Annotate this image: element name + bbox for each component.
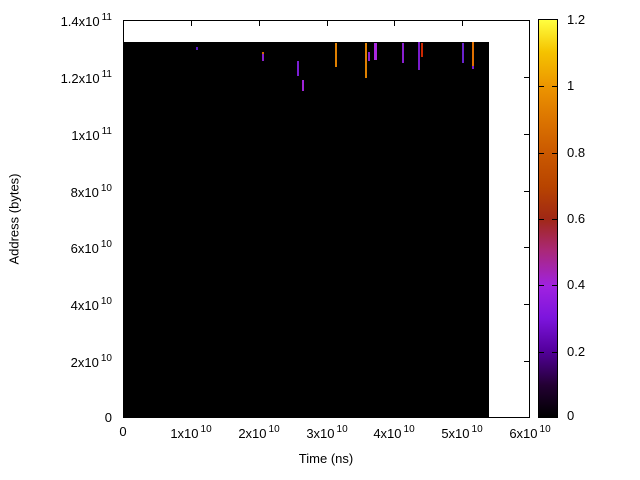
exponent: 10: [100, 239, 112, 250]
y-tick-label: 6x10 10: [70, 239, 112, 256]
y-axis-title: Address (bytes): [6, 173, 22, 265]
event-streak: [421, 43, 423, 57]
event-streak: [302, 80, 304, 91]
x-tick-label: 4x10 10: [373, 424, 415, 441]
exponent: 10: [403, 424, 415, 435]
y-tick-label: 1.4x10 11: [60, 12, 112, 29]
y-tick-label: 4x10 10: [70, 296, 112, 313]
colorbar-label: 0.6: [567, 211, 586, 226]
event-streak: [418, 42, 420, 70]
x-tick-label: 3x10 10: [306, 424, 348, 441]
x-axis-top-tick: [462, 21, 463, 26]
y-tick-label: 1x10 11: [71, 126, 112, 143]
colorbar-left-tick: [539, 86, 544, 87]
y-axis-right-tick: [524, 134, 529, 135]
colorbar-right-tick: [552, 86, 557, 87]
x-axis-title: Time (ns): [298, 451, 354, 466]
exponent: 10: [100, 296, 112, 307]
colorbar-left-tick: [539, 219, 544, 220]
event-streak: [472, 66, 474, 69]
exponent: 10: [200, 424, 212, 435]
y-axis-right-tick: [524, 191, 529, 192]
event-streak: [335, 43, 337, 67]
y-tick-label: 8x10 10: [70, 183, 112, 200]
colorbar-label: 0: [567, 408, 575, 423]
event-streak: [262, 52, 264, 54]
y-tick-label: 0: [104, 410, 112, 425]
exponent: 11: [101, 12, 112, 23]
event-streak: [196, 47, 198, 50]
colorbar-label: 0.2: [567, 344, 586, 359]
colorbar-right-tick: [552, 153, 557, 154]
exponent: 10: [336, 424, 348, 435]
event-streak: [402, 43, 404, 63]
colorbar-label: 0.4: [567, 277, 586, 292]
x-axis-top-tick: [394, 21, 395, 26]
y-axis-right-tick: [524, 77, 529, 78]
exponent: 10: [471, 424, 483, 435]
exponent: 10: [268, 424, 280, 435]
exponent: 10: [539, 424, 551, 435]
event-streak: [368, 52, 370, 61]
exponent: 10: [100, 183, 112, 194]
exponent: 10: [100, 353, 112, 364]
colorbar-label: 1: [567, 78, 575, 93]
colorbar-label: 0.8: [567, 145, 586, 160]
colorbar-left-tick: [539, 285, 544, 286]
event-streak: [374, 43, 377, 60]
event-streak: [462, 43, 464, 63]
colorbar-right-tick: [552, 285, 557, 286]
x-axis-top-tick: [259, 21, 260, 26]
heatmap-data-region: [123, 42, 489, 418]
y-axis-right-tick: [524, 247, 529, 248]
x-tick-label: 5x10 10: [441, 424, 483, 441]
event-streak: [365, 43, 367, 78]
colorbar: [538, 19, 558, 418]
event-streak: [262, 54, 264, 61]
x-axis-top-tick: [191, 21, 192, 26]
x-tick-label: 2x10 10: [238, 424, 280, 441]
colorbar-left-tick: [539, 352, 544, 353]
x-tick-label: 0: [119, 424, 127, 439]
x-tick-label: 1x10 10: [170, 424, 212, 441]
exponent: 11: [101, 126, 112, 137]
y-axis-right-tick: [524, 361, 529, 362]
exponent: 11: [101, 69, 112, 80]
y-axis-right-tick: [524, 304, 529, 305]
colorbar-right-tick: [552, 352, 557, 353]
event-streak: [297, 61, 299, 76]
colorbar-left-tick: [539, 153, 544, 154]
event-streak: [472, 42, 474, 66]
y-tick-label: 2x10 10: [70, 353, 112, 370]
x-axis-top-tick: [327, 21, 328, 26]
x-tick-label: 6x10 10: [509, 424, 551, 441]
y-tick-label: 1.2x10 11: [60, 69, 112, 86]
colorbar-right-tick: [552, 219, 557, 220]
colorbar-label: 1.2: [567, 12, 586, 27]
